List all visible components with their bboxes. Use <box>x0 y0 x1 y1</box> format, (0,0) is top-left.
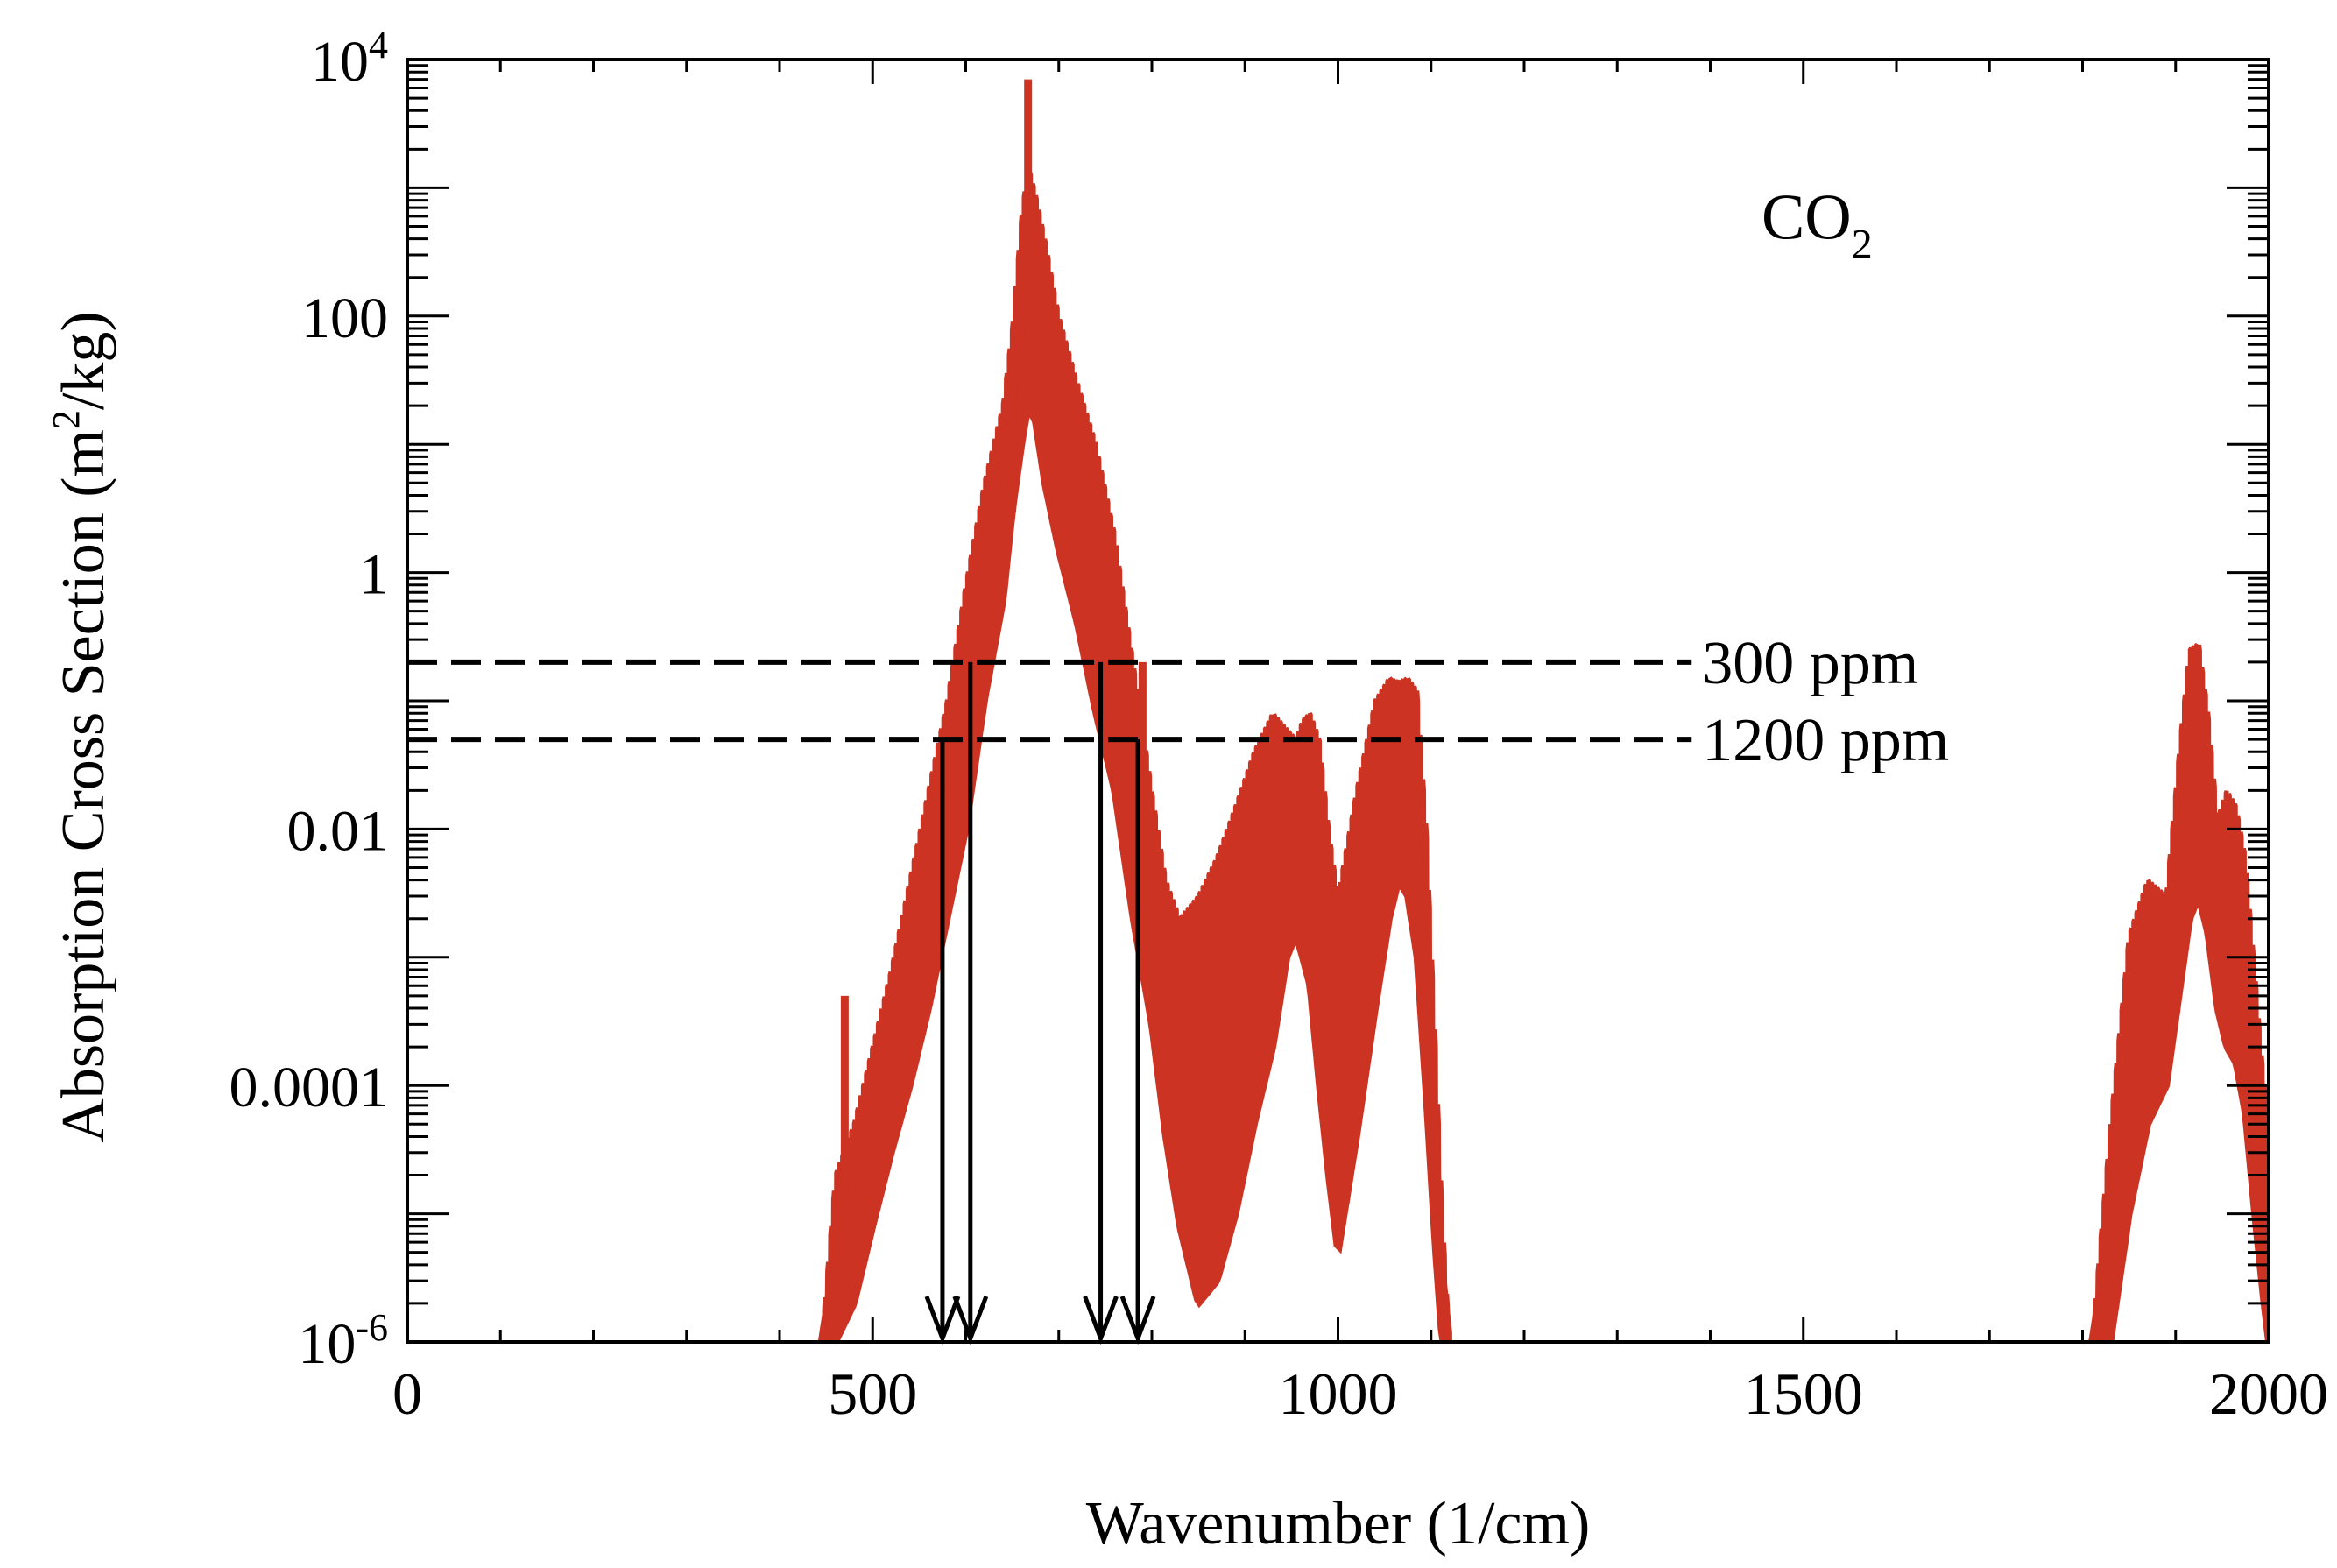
x-tick-label: 1000 <box>1279 1360 1398 1427</box>
drop-arrow-1-1 <box>952 1296 989 1346</box>
y-axis-label-sup: 2 <box>45 410 88 429</box>
y-tick-label: 104 <box>311 24 388 94</box>
reference-lines: 300 ppm 1200 ppm <box>407 630 1949 1346</box>
drop-arrow-2-1 <box>924 1296 961 1346</box>
x-axis-label: Wavenumber (1/cm) <box>1086 1490 1591 1557</box>
y-axis-label-prefix: Absorption Cross Section (m <box>50 429 117 1143</box>
ref-label-2: 1200 ppm <box>1702 707 1949 774</box>
drop-arrow-1-2 <box>1083 1296 1119 1346</box>
x-tick-label: 500 <box>828 1360 917 1427</box>
y-axis-label-suffix: /kg) <box>50 311 117 410</box>
band-core-2 <box>2088 751 2269 1342</box>
x-tick-label: 1500 <box>1744 1360 1863 1427</box>
x-tick-label: 2000 <box>2209 1360 2328 1427</box>
ref-label-1: 300 ppm <box>1702 630 1918 697</box>
co2-annotation: CO2 <box>1762 182 1873 268</box>
y-axis-ticks: 10-6 0.0001 0.01 1 100 104 <box>229 24 2269 1376</box>
y-axis-label: Absorption Cross Section (m2/kg) <box>45 311 117 1142</box>
y-tick-label: 1 <box>359 543 388 607</box>
absorption-spikes <box>840 79 1147 1323</box>
y-tick-label: 10-6 <box>298 1306 388 1376</box>
co2-annotation-base: CO <box>1762 182 1852 254</box>
drop-arrow-2-2 <box>1119 1296 1156 1346</box>
y-tick-label: 0.01 <box>287 799 389 863</box>
x-axis-ticks: 0 500 1000 1500 2000 <box>392 60 2328 1427</box>
absorption-bands <box>817 167 2269 1342</box>
y-tick-label: 0.0001 <box>229 1056 389 1119</box>
y-tick-label: 100 <box>301 286 388 350</box>
co2-annotation-sub: 2 <box>1852 222 1873 268</box>
x-tick-label: 0 <box>392 1360 422 1427</box>
